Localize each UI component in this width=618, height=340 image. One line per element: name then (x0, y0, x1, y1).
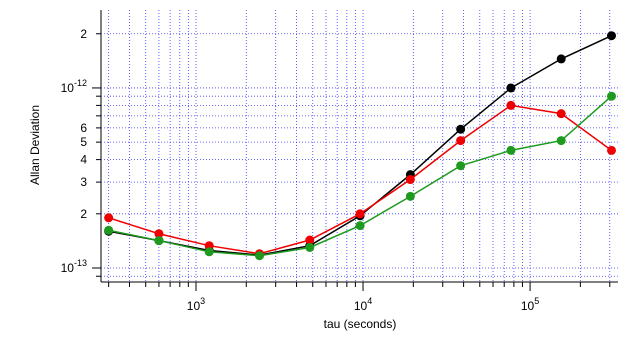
data-point (606, 31, 616, 41)
tick-label-base: 10 (354, 299, 368, 313)
data-point (556, 54, 566, 64)
data-point (456, 161, 466, 171)
tick-label: 3 (80, 175, 87, 189)
tick-label-exponent: -12 (74, 78, 87, 88)
tick-label-exponent: 3 (200, 296, 205, 306)
tick-label: 10-12 (61, 78, 87, 95)
x-axis-label: tau (seconds) (324, 317, 397, 331)
data-point (506, 83, 516, 93)
tick-label: 6 (80, 121, 87, 135)
data-point (606, 91, 616, 101)
tick-label-base: 5 (80, 135, 87, 149)
tick-label-base: 2 (80, 207, 87, 221)
data-point (456, 124, 466, 134)
tick-label: 105 (521, 296, 539, 313)
tick-label-exponent: 4 (367, 296, 372, 306)
data-point (104, 225, 114, 235)
data-point (305, 242, 315, 252)
tick-label: 103 (187, 296, 205, 313)
tick-label: 2 (80, 27, 87, 41)
tick-label-base: 3 (80, 175, 87, 189)
tick-label: 104 (354, 296, 372, 313)
tick-label-base: 10 (187, 299, 201, 313)
data-point (506, 145, 516, 155)
tick-label-base: 6 (80, 121, 87, 135)
tick-label: 10-13 (61, 258, 87, 275)
data-point (204, 247, 214, 257)
data-point (606, 145, 616, 155)
tick-label-base: 10 (521, 299, 535, 313)
tick-label-base: 2 (80, 27, 87, 41)
tick-label-base: 4 (80, 153, 87, 167)
y-axis-label: Allan Deviation (28, 105, 42, 185)
data-point (405, 175, 415, 185)
tick-label: 4 (80, 153, 87, 167)
tick-label: 5 (80, 135, 87, 149)
series-line (108, 95, 612, 257)
data-point (405, 191, 415, 201)
data-point (154, 229, 164, 239)
data-point (154, 236, 164, 246)
data-point (104, 213, 114, 223)
tick-label-base: 10 (61, 81, 75, 95)
data-point (556, 109, 566, 119)
tick-label: 2 (80, 207, 87, 221)
tick-label-exponent: 5 (534, 296, 539, 306)
tick-label-exponent: -13 (74, 258, 87, 268)
data-point (506, 100, 516, 110)
data-point (355, 209, 365, 219)
data-point (355, 221, 365, 231)
data-point (456, 136, 466, 146)
data-point (305, 235, 315, 245)
data-point (255, 251, 265, 261)
tick-label-base: 10 (61, 261, 75, 275)
data-point (556, 136, 566, 146)
